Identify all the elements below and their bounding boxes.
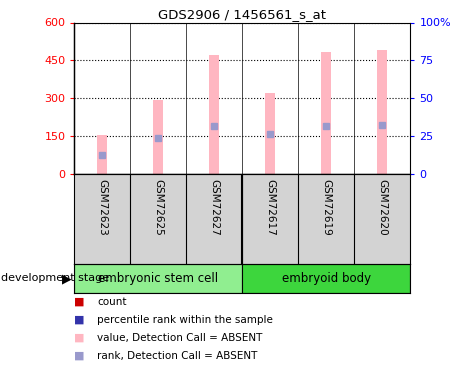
Text: value, Detection Call = ABSENT: value, Detection Call = ABSENT	[97, 333, 262, 343]
Text: GSM72623: GSM72623	[97, 179, 107, 236]
Text: embryoid body: embryoid body	[282, 272, 371, 285]
Text: ■: ■	[74, 297, 84, 307]
Text: GSM72627: GSM72627	[209, 179, 220, 236]
Bar	[74, 264, 243, 292]
Bar	[377, 50, 387, 174]
Bar	[97, 135, 107, 174]
Text: embryonic stem cell: embryonic stem cell	[98, 272, 218, 285]
Title: GDS2906 / 1456561_s_at: GDS2906 / 1456561_s_at	[158, 8, 327, 21]
Bar	[265, 93, 276, 174]
Text: development stage: development stage	[1, 273, 110, 284]
Text: ▶: ▶	[62, 272, 71, 285]
Bar	[209, 56, 220, 174]
Text: percentile rank within the sample: percentile rank within the sample	[97, 315, 273, 325]
Text: ■: ■	[74, 351, 84, 361]
Text: count: count	[97, 297, 126, 307]
Text: GSM72619: GSM72619	[322, 179, 331, 236]
Bar	[322, 52, 331, 174]
Text: GSM72620: GSM72620	[377, 179, 387, 236]
Text: ■: ■	[74, 315, 84, 325]
Text: rank, Detection Call = ABSENT: rank, Detection Call = ABSENT	[97, 351, 258, 361]
Text: GSM72617: GSM72617	[265, 179, 276, 236]
Text: GSM72625: GSM72625	[153, 179, 163, 236]
Text: ■: ■	[74, 333, 84, 343]
Bar	[153, 100, 163, 174]
Bar	[243, 264, 410, 292]
